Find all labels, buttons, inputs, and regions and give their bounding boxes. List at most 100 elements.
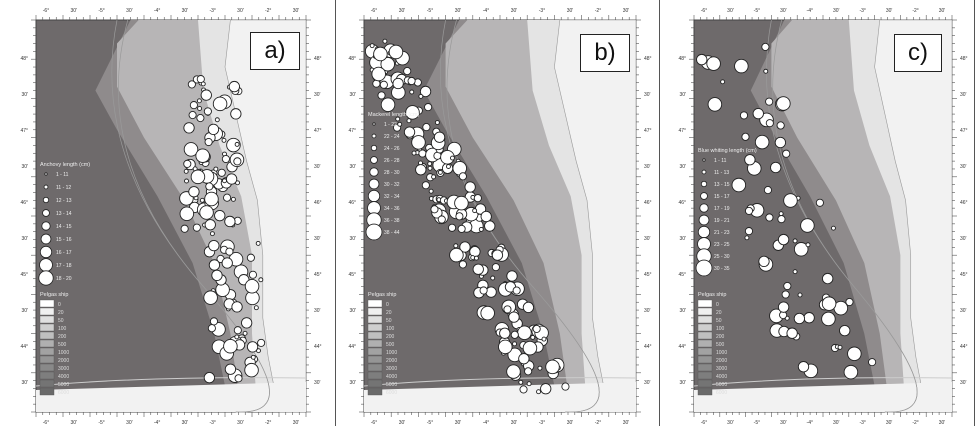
lat-label: 47° xyxy=(678,128,686,134)
depth-swatch xyxy=(40,348,54,355)
depth-swatch xyxy=(368,372,382,379)
station-circle xyxy=(223,194,230,201)
station-circle xyxy=(372,67,386,81)
station-circle xyxy=(778,302,788,312)
station-circle xyxy=(201,90,211,100)
lat-label: 45° xyxy=(644,272,652,278)
legend-class-label: 11 - 12 xyxy=(56,185,71,191)
station-circle xyxy=(204,291,218,305)
depth-label: 500 xyxy=(716,342,725,348)
station-circle xyxy=(251,355,255,359)
station-circle xyxy=(425,104,432,111)
station-circle xyxy=(831,226,835,230)
legend-class-label: 30 - 32 xyxy=(384,182,400,188)
depth-swatch xyxy=(40,372,54,379)
legend-symbol xyxy=(40,259,53,272)
station-circle xyxy=(258,339,265,346)
lon-label: -5° xyxy=(754,420,760,426)
station-circle xyxy=(507,365,521,379)
depth-swatch xyxy=(368,364,382,371)
station-circle xyxy=(778,234,788,244)
lat-label: 44° xyxy=(314,344,322,350)
station-circle xyxy=(779,212,783,216)
depth-label: 50 xyxy=(716,318,722,324)
depth-label: 3000 xyxy=(386,366,397,372)
station-circle xyxy=(389,45,403,59)
lon-label: 30' xyxy=(623,420,630,426)
legend-symbol xyxy=(371,145,376,150)
station-circle xyxy=(446,164,450,168)
depth-swatch xyxy=(40,300,54,307)
lat-label: 30' xyxy=(314,380,321,386)
station-circle xyxy=(707,57,721,71)
lon-label: 30' xyxy=(567,8,574,14)
station-circle xyxy=(231,197,235,201)
depth-swatch xyxy=(40,340,54,347)
depth-label: 0 xyxy=(716,302,719,308)
depth-label: 6000 xyxy=(58,390,69,396)
station-circle xyxy=(210,318,217,325)
depth-legend-title: Pelgas ship xyxy=(698,292,726,298)
depth-swatch xyxy=(40,388,54,395)
station-circle xyxy=(422,182,429,189)
lon-label: -5° xyxy=(754,8,760,14)
legend-class-label: 32 - 34 xyxy=(384,194,400,200)
station-circle xyxy=(189,111,196,118)
station-circle xyxy=(218,169,225,176)
depth-swatch xyxy=(368,356,382,363)
lat-label: 48° xyxy=(20,56,28,62)
legend-class-label: 15 - 16 xyxy=(56,237,72,243)
legend-symbol xyxy=(369,179,379,189)
station-circle xyxy=(374,47,388,61)
lat-label: 45° xyxy=(20,272,28,278)
lat-label: 30' xyxy=(679,164,686,170)
depth-label: 200 xyxy=(58,334,67,340)
station-circle xyxy=(380,81,387,88)
lon-label: 30' xyxy=(886,8,893,14)
station-circle xyxy=(470,246,480,256)
lat-label: 30' xyxy=(21,92,28,98)
lat-label: 30' xyxy=(679,92,686,98)
lat-label: 46° xyxy=(20,200,28,206)
station-circle xyxy=(533,325,540,332)
depth-swatch xyxy=(368,300,382,307)
lat-label: 30' xyxy=(349,380,356,386)
station-circle xyxy=(562,383,569,390)
lat-label: 30' xyxy=(21,164,28,170)
legend-class-label: 1 - 22 xyxy=(384,122,397,128)
legend-symbol xyxy=(42,222,50,230)
station-circle xyxy=(794,313,804,323)
legend-symbol xyxy=(700,204,708,212)
station-circle xyxy=(491,276,495,280)
station-circle xyxy=(185,179,189,183)
legend-symbol xyxy=(373,123,375,125)
legend-class-label: 13 - 15 xyxy=(714,182,730,188)
lat-label: 46° xyxy=(960,200,968,206)
legend-class-label: 38 - 44 xyxy=(384,230,400,236)
station-circle xyxy=(531,335,535,339)
station-circle xyxy=(184,123,194,133)
station-circle xyxy=(404,67,411,74)
station-circle xyxy=(759,256,769,266)
station-circle xyxy=(181,225,188,232)
station-circle xyxy=(243,331,247,335)
station-circle xyxy=(256,241,260,245)
station-circle xyxy=(222,155,229,162)
lat-label: 47° xyxy=(644,128,652,134)
depth-label: 5000 xyxy=(58,382,69,388)
legend-symbol xyxy=(371,157,378,164)
depth-swatch xyxy=(698,364,712,371)
lon-label: -2° xyxy=(595,420,601,426)
lon-label: -4° xyxy=(807,8,813,14)
station-circle xyxy=(428,162,432,166)
depth-label: 1000 xyxy=(716,350,727,356)
station-circle xyxy=(213,97,227,111)
legend-symbol xyxy=(698,226,709,237)
station-circle xyxy=(520,386,527,393)
depth-legend-title: Pelgas ship xyxy=(368,292,396,298)
station-circle xyxy=(844,365,858,379)
station-circle xyxy=(210,232,214,236)
station-circle xyxy=(205,192,219,206)
station-circle xyxy=(412,136,426,150)
lon-label: 30' xyxy=(399,8,406,14)
